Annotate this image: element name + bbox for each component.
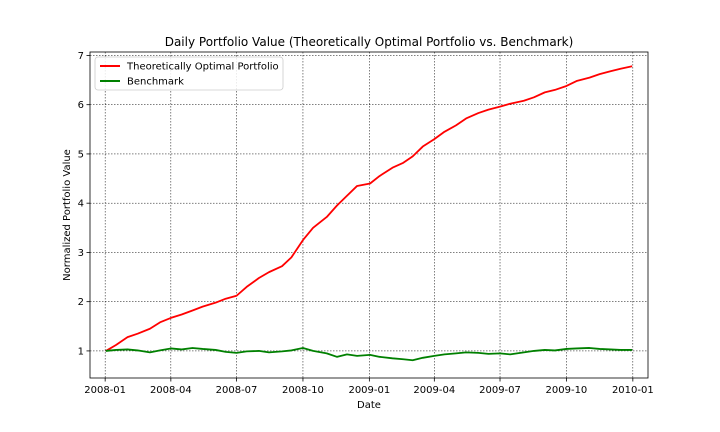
benchmark-line (105, 347, 633, 362)
y-tick-label: 5 (78, 149, 84, 160)
legend: Theoretically Optimal Portfolio Benchmar… (94, 56, 284, 91)
x-tick-label: 2009-04 (413, 385, 455, 396)
series-lines (105, 65, 633, 362)
x-tick-label: 2008-04 (150, 385, 192, 396)
optimal-portfolio-line (105, 65, 633, 352)
y-tick-label: 6 (78, 100, 84, 111)
y-tick-label: 1 (78, 346, 84, 357)
x-tick-label: 2009-01 (348, 385, 390, 396)
x-tick-label: 2008-01 (84, 385, 126, 396)
x-tick-label: 2008-07 (216, 385, 258, 396)
x-tick-label: 2008-10 (282, 385, 324, 396)
y-tick-label: 4 (78, 199, 84, 210)
y-tick-label: 2 (78, 297, 84, 308)
grid-lines (90, 52, 648, 378)
x-tick-label: 2010-01 (612, 385, 654, 396)
y-tick-label: 3 (78, 248, 84, 259)
x-tick-label: 2009-07 (479, 385, 521, 396)
legend-label-optimal: Theoretically Optimal Portfolio (126, 62, 279, 73)
legend-box (94, 56, 284, 91)
legend-label-benchmark: Benchmark (127, 77, 184, 88)
y-axis-title: Normalized Portfolio Value (62, 149, 73, 281)
chart-title: Daily Portfolio Value (Theoretically Opt… (165, 35, 574, 49)
y-tick-label: 7 (78, 51, 84, 62)
x-tick-label: 2009-10 (546, 385, 588, 396)
x-axis-title: Date (357, 400, 381, 411)
axis-ticks: 2008-01 2008-04 2008-07 2008-10 2009-01 2009-… (78, 51, 654, 396)
